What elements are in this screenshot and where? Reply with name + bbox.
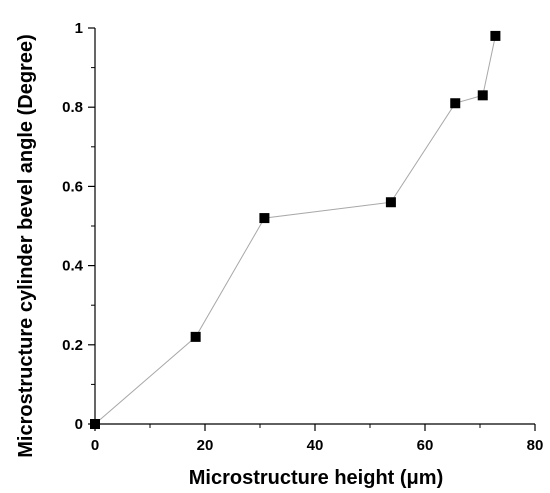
y-axis-title: Microstructure cylinder bevel angle (Deg… [15, 34, 37, 457]
y-tick-label: 0.6 [62, 178, 83, 195]
x-tick-label: 80 [527, 437, 544, 454]
y-tick-label: 0.2 [62, 337, 83, 354]
data-point [490, 30, 501, 41]
y-tick-label: 0 [75, 416, 83, 433]
tick-labels: 0 20 40 60 80 0 0.2 0.4 0.6 0.8 1 [62, 20, 543, 454]
data-point [190, 331, 201, 342]
data-point [90, 419, 100, 429]
series-line-path [94, 35, 496, 425]
data-point [259, 213, 270, 224]
ticks [88, 27, 536, 431]
data-point [385, 197, 396, 208]
series-line [94, 35, 496, 425]
y-tick-label: 0.4 [62, 258, 84, 275]
x-axis-title: Microstructure height (μm) [189, 467, 443, 489]
x-tick-label: 60 [417, 437, 434, 454]
y-tick-label: 1 [75, 20, 83, 37]
x-tick-label: 40 [307, 437, 324, 454]
data-point [450, 98, 461, 109]
x-tick-label: 20 [197, 437, 214, 454]
axes [94, 28, 535, 425]
data-point [477, 90, 488, 101]
x-tick-label: 0 [91, 437, 99, 454]
points [90, 30, 501, 429]
y-tick-label: 0.8 [62, 99, 83, 116]
